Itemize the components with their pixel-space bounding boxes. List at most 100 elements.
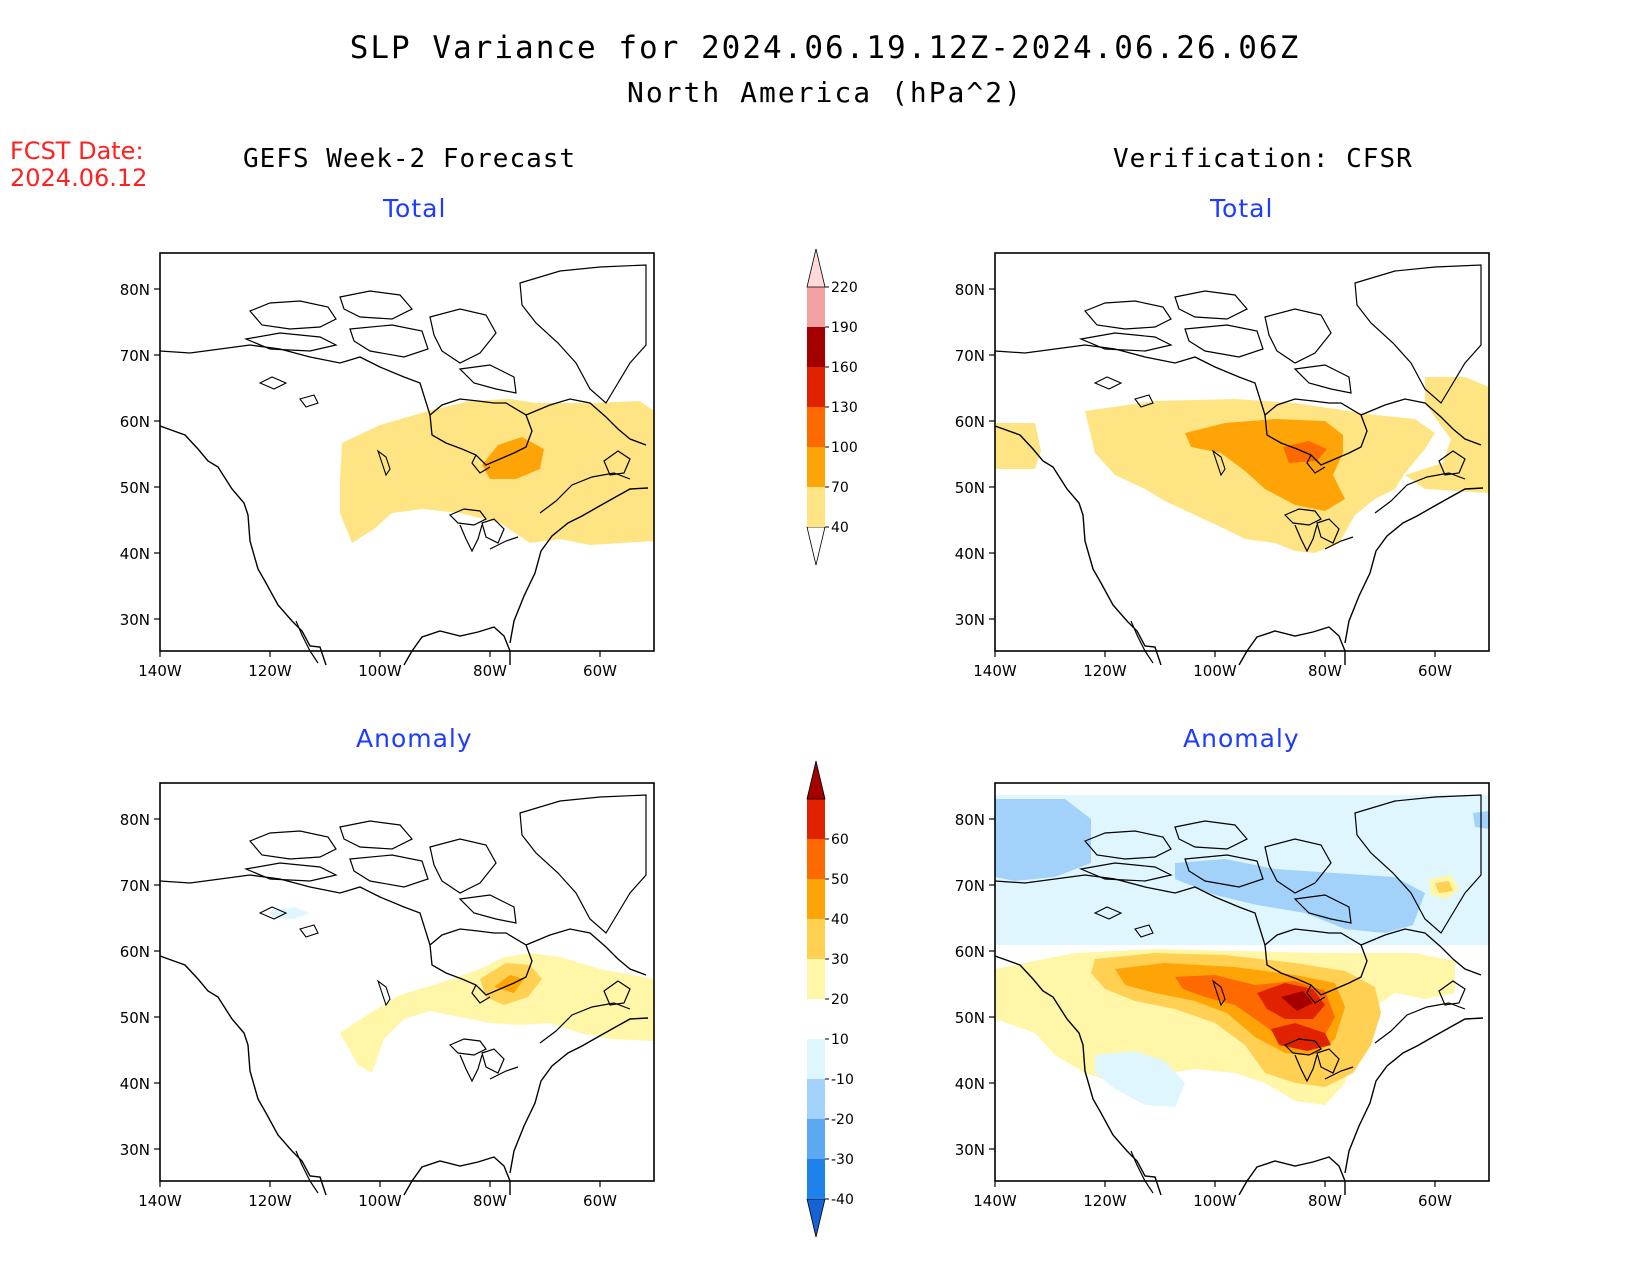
lat-tick-label: 70N	[120, 347, 150, 365]
colorbar-label: 10	[831, 1032, 849, 1048]
colorbar-segment	[807, 1159, 825, 1199]
colorbar-segment	[807, 447, 825, 487]
forecast-anomaly-shading	[270, 907, 654, 1073]
lat-tick-label: 80N	[955, 281, 985, 299]
colorbar-label: 70	[831, 480, 849, 496]
colorbar-segment	[807, 1079, 825, 1119]
forecast-date-label: FCST Date:	[10, 137, 144, 165]
lon-tick-label: 120W	[248, 1192, 292, 1210]
colorbar-total: 40 70 100 130 160 190 220	[806, 248, 858, 566]
lon-tick-label: 80W	[473, 1192, 507, 1210]
lon-tick-label: 100W	[358, 662, 402, 680]
colorbar-arrow-bottom	[806, 526, 826, 566]
lat-tick-label: 30N	[955, 611, 985, 629]
lon-tick-label: 140W	[138, 662, 182, 680]
forecast-anomaly-map	[159, 782, 655, 1196]
colorbar-arrow-top	[806, 248, 826, 288]
lat-tick-label: 50N	[955, 1009, 985, 1027]
colorbar-segment	[807, 959, 825, 999]
colorbar-label: -10	[831, 1072, 854, 1088]
lon-tick-label: 140W	[973, 1192, 1017, 1210]
colorbar-segment	[807, 879, 825, 919]
lon-tick-label: 120W	[1083, 662, 1127, 680]
colorbar-label: 20	[831, 992, 849, 1008]
lon-tick-label: 80W	[473, 662, 507, 680]
colorbar-segment	[807, 367, 825, 407]
colorbar-segment	[807, 799, 825, 839]
colorbar-label: 50	[831, 872, 849, 888]
colorbar-label: 60	[831, 832, 849, 848]
forecast-date: FCST Date: 2024.06.12	[10, 138, 147, 192]
colorbar-label: 190	[831, 320, 858, 336]
lon-tick-label: 60W	[583, 1192, 617, 1210]
lat-tick-label: 60N	[120, 943, 150, 961]
verif-total-shading	[995, 377, 1489, 553]
colorbar-label: 100	[831, 440, 858, 456]
lon-tick-label: 140W	[973, 662, 1017, 680]
verif-anomaly-title: Anomaly	[1183, 724, 1300, 753]
colorbar-segment	[807, 1119, 825, 1159]
lat-tick-label: 50N	[955, 479, 985, 497]
verif-anomaly-shading	[995, 795, 1489, 1107]
colorbar-label: -20	[831, 1112, 854, 1128]
colorbar-label: 160	[831, 360, 858, 376]
lat-tick-label: 50N	[120, 479, 150, 497]
forecast-total-map	[159, 252, 655, 666]
colorbar-segment	[807, 999, 825, 1039]
lat-tick-label: 60N	[955, 943, 985, 961]
colorbar-segment	[807, 487, 825, 527]
verif-anomaly-map	[994, 782, 1490, 1196]
lon-tick-label: 60W	[583, 662, 617, 680]
lon-tick-label: 120W	[1083, 1192, 1127, 1210]
lat-tick-label: 60N	[120, 413, 150, 431]
lat-tick-label: 80N	[120, 281, 150, 299]
colorbar-label: 40	[831, 912, 849, 928]
colorbar-label: -30	[831, 1152, 854, 1168]
forecast-column-title: GEFS Week-2 Forecast	[243, 144, 577, 174]
colorbar-segment	[807, 1039, 825, 1079]
colorbar-segment	[807, 919, 825, 959]
colorbar-label: 30	[831, 952, 849, 968]
lat-tick-label: 80N	[955, 811, 985, 829]
lat-tick-label: 40N	[955, 1075, 985, 1093]
lon-tick-label: 60W	[1418, 662, 1452, 680]
verif-total-title: Total	[1210, 194, 1274, 223]
colorbar-arrow-top	[806, 760, 826, 800]
lat-tick-label: 50N	[120, 1009, 150, 1027]
lat-tick-label: 30N	[120, 611, 150, 629]
lat-tick-label: 30N	[120, 1141, 150, 1159]
lon-tick-label: 80W	[1308, 662, 1342, 680]
verification-column-title: Verification: CFSR	[1113, 144, 1413, 174]
lon-tick-label: 60W	[1418, 1192, 1452, 1210]
lat-tick-label: 40N	[955, 545, 985, 563]
colorbar-arrow-bottom	[806, 1198, 826, 1238]
lat-tick-label: 30N	[955, 1141, 985, 1159]
lon-tick-label: 120W	[248, 662, 292, 680]
lon-tick-label: 140W	[138, 1192, 182, 1210]
lat-tick-label: 70N	[955, 877, 985, 895]
colorbar-segment	[807, 327, 825, 367]
colorbar-segment	[807, 839, 825, 879]
lon-tick-label: 100W	[358, 1192, 402, 1210]
forecast-anomaly-title: Anomaly	[356, 724, 473, 753]
lat-tick-label: 40N	[120, 545, 150, 563]
colorbar-label: 130	[831, 400, 858, 416]
colorbar-segment	[807, 287, 825, 327]
colorbar-label: 40	[831, 520, 849, 536]
colorbar-label: 220	[831, 280, 858, 296]
forecast-date-value: 2024.06.12	[10, 164, 148, 192]
colorbar-segment	[807, 407, 825, 447]
lat-tick-label: 70N	[120, 877, 150, 895]
main-subtitle: North America (hPa^2)	[626, 76, 1023, 109]
lon-tick-label: 100W	[1193, 1192, 1237, 1210]
lat-tick-label: 80N	[120, 811, 150, 829]
main-title: SLP Variance for 2024.06.19.12Z-2024.06.…	[349, 30, 1301, 66]
verif-total-map	[994, 252, 1490, 666]
lat-tick-label: 40N	[120, 1075, 150, 1093]
axis-tick-labels: 80N 70N 60N 50N 40N 30N 140W 120W 100W 80W 60W 80N 7…	[120, 281, 1452, 1210]
forecast-total-title: Total	[383, 194, 447, 223]
lat-tick-label: 60N	[955, 413, 985, 431]
lat-tick-label: 70N	[955, 347, 985, 365]
lon-tick-label: 80W	[1308, 1192, 1342, 1210]
